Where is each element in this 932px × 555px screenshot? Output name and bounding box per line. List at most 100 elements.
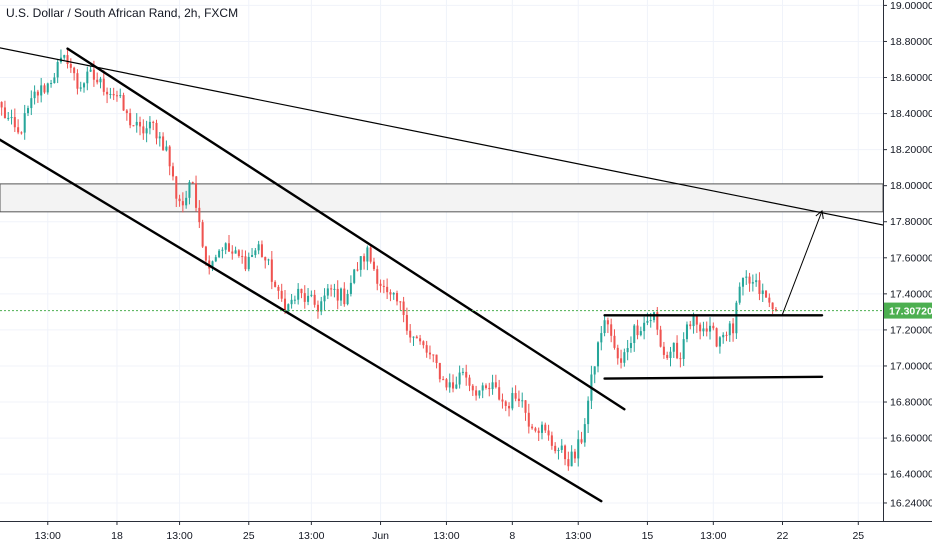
candle-body [231, 251, 234, 254]
candle-body [511, 393, 514, 409]
candles [0, 48, 777, 471]
candle-body [540, 424, 544, 433]
candle-body [560, 445, 563, 450]
candle-body [755, 280, 758, 283]
candle-body [481, 385, 484, 391]
candle-body [662, 346, 665, 355]
time-tick-label: 25 [243, 530, 255, 542]
candle-body [260, 244, 263, 257]
candle-body [646, 320, 649, 323]
candle-body [79, 87, 82, 89]
candle-body [175, 176, 178, 199]
candle-body [672, 342, 675, 352]
candle-body [705, 328, 708, 332]
candle-body [320, 301, 323, 312]
candle-body [290, 299, 293, 305]
price-axis[interactable]: 19.00000 18.80000 18.60000 18.40000 18.20000… [883, 0, 932, 550]
candle-body [158, 136, 161, 139]
candle-body [596, 342, 600, 367]
resistance-zone [0, 183, 884, 213]
projection-arrow [782, 209, 824, 315]
candle-body [577, 439, 580, 459]
candle-body [63, 55, 66, 58]
candle-body [73, 67, 76, 74]
candle-body [382, 285, 385, 287]
candle-body [771, 302, 774, 310]
candle-body [17, 127, 20, 133]
candle-body [768, 297, 771, 303]
candle-body [244, 256, 247, 270]
time-tick-label: 13:00 [35, 530, 61, 542]
candle-body [287, 304, 290, 312]
candle-body [402, 301, 405, 316]
candle-body [494, 382, 497, 388]
candle-body [712, 325, 715, 329]
candle-body [155, 122, 158, 139]
candle-body [148, 121, 151, 129]
candle-body [679, 358, 682, 360]
candle-body [682, 339, 685, 359]
time-axis[interactable]: 13:00 18 13:00 25 13:00 Jun 13:00 8 13:00 15 13:00… [0, 521, 932, 550]
candle-body [224, 243, 227, 250]
candle-body [445, 379, 448, 388]
candle-body [412, 336, 415, 338]
candle-body [178, 198, 181, 202]
candle-body [639, 331, 642, 336]
candle-body [425, 345, 428, 353]
candle-body [676, 342, 679, 359]
candle-body [283, 298, 287, 312]
candle-body [452, 382, 455, 389]
candle-body [405, 315, 408, 331]
candle-body [748, 276, 751, 284]
candle-body [715, 328, 718, 347]
candle-body [112, 93, 115, 96]
candle-body [438, 363, 441, 380]
candle-body [442, 379, 445, 381]
candle-body [550, 435, 553, 446]
time-tick-label: 18 [111, 530, 123, 542]
candle-body [267, 259, 270, 261]
price-tick-label: 17.20000 [890, 324, 932, 336]
candle-body [191, 182, 194, 184]
candle-body [458, 372, 461, 385]
time-tick-label: 25 [852, 530, 864, 542]
candle-body [280, 290, 283, 299]
candle-body [129, 113, 132, 126]
candle-body [303, 293, 306, 302]
candle-body [587, 400, 590, 425]
candle-body [13, 117, 16, 128]
price-tick-label: 17.60000 [890, 252, 932, 264]
candle-body [23, 113, 26, 133]
candle-body [326, 288, 329, 296]
candle-body [227, 243, 231, 252]
candle-body [195, 183, 198, 208]
candle-body [527, 412, 530, 427]
candle-body [346, 293, 349, 305]
range-bottom-line [603, 375, 824, 380]
price-tick-label: 16.24000 [890, 497, 932, 509]
candle-body [465, 371, 468, 378]
time-tick-label: 13:00 [298, 530, 324, 542]
time-axis-background [0, 521, 932, 550]
price-tick-label: 18.00000 [890, 180, 932, 192]
candle-body [524, 400, 527, 413]
time-tick-label: 22 [777, 530, 789, 542]
candle-body [395, 292, 399, 302]
candle-body [323, 295, 326, 302]
candle-body [330, 288, 333, 290]
candle-body [514, 393, 517, 399]
candle-body [40, 85, 43, 96]
price-tick-label: 16.60000 [890, 433, 932, 445]
zone-layer [0, 183, 884, 213]
candle-body [504, 401, 507, 406]
candle-body [145, 128, 148, 134]
candle-body [547, 430, 550, 436]
grid-lines [0, 0, 883, 521]
candle-body [181, 201, 184, 206]
candle-body [722, 334, 725, 338]
candle-body [99, 78, 102, 83]
candle-body [168, 146, 171, 167]
candle-body [333, 288, 336, 290]
